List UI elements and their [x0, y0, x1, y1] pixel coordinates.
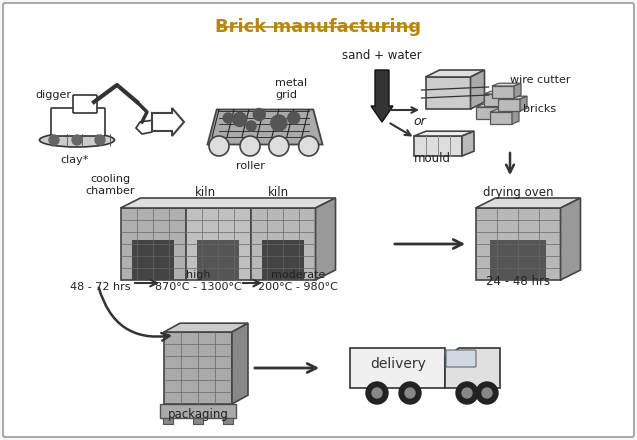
- Polygon shape: [136, 120, 154, 134]
- Bar: [120, 208, 185, 280]
- Text: drying oven: drying oven: [483, 186, 554, 199]
- Polygon shape: [475, 198, 580, 208]
- Ellipse shape: [39, 133, 115, 147]
- Text: kiln: kiln: [268, 186, 289, 199]
- Bar: [193, 418, 203, 424]
- Bar: [160, 404, 236, 418]
- Bar: [490, 240, 546, 280]
- Text: wire cutter: wire cutter: [510, 75, 571, 85]
- Circle shape: [462, 388, 472, 398]
- Circle shape: [95, 135, 105, 145]
- Circle shape: [223, 113, 233, 123]
- Bar: [185, 208, 250, 280]
- Text: delivery: delivery: [370, 357, 426, 371]
- Circle shape: [246, 121, 256, 131]
- Bar: [250, 208, 315, 280]
- Text: clay*: clay*: [60, 155, 89, 165]
- Text: moderate
200°C - 980°C: moderate 200°C - 980°C: [258, 271, 338, 292]
- Bar: [132, 240, 174, 280]
- Polygon shape: [484, 91, 513, 94]
- Text: digger: digger: [35, 90, 71, 100]
- Circle shape: [72, 135, 82, 145]
- Text: Brick manufacturing: Brick manufacturing: [215, 18, 421, 36]
- Bar: [262, 240, 304, 280]
- Circle shape: [240, 136, 260, 156]
- Polygon shape: [414, 131, 474, 136]
- Bar: [484, 94, 506, 106]
- FancyBboxPatch shape: [3, 3, 634, 437]
- Bar: [197, 240, 239, 280]
- Text: sand + water: sand + water: [342, 49, 422, 62]
- Polygon shape: [520, 96, 527, 111]
- Polygon shape: [498, 96, 527, 99]
- Circle shape: [372, 388, 382, 398]
- Text: packaging: packaging: [168, 408, 229, 421]
- Polygon shape: [164, 323, 248, 332]
- FancyBboxPatch shape: [51, 108, 105, 136]
- Circle shape: [476, 382, 498, 404]
- Text: cooling
chamber: cooling chamber: [85, 174, 135, 196]
- Text: 48 - 72 hrs: 48 - 72 hrs: [69, 282, 130, 292]
- FancyArrow shape: [152, 108, 184, 136]
- Text: roller: roller: [236, 161, 264, 171]
- Circle shape: [482, 388, 492, 398]
- Bar: [164, 332, 232, 404]
- Text: 24 - 48 hrs: 24 - 48 hrs: [486, 275, 550, 288]
- Circle shape: [399, 382, 421, 404]
- Bar: [426, 77, 471, 109]
- Circle shape: [209, 136, 229, 156]
- Polygon shape: [445, 348, 500, 388]
- Circle shape: [299, 136, 318, 156]
- Text: or: or: [413, 115, 426, 128]
- FancyBboxPatch shape: [350, 348, 445, 388]
- Polygon shape: [120, 198, 336, 208]
- Polygon shape: [561, 198, 580, 280]
- Polygon shape: [498, 104, 505, 119]
- Circle shape: [456, 382, 478, 404]
- Text: mould: mould: [413, 152, 450, 165]
- Text: high
870°C - 1300°C: high 870°C - 1300°C: [155, 271, 241, 292]
- Polygon shape: [462, 131, 474, 156]
- Circle shape: [405, 388, 415, 398]
- Bar: [490, 112, 512, 124]
- Polygon shape: [208, 110, 322, 144]
- Circle shape: [49, 135, 59, 145]
- FancyBboxPatch shape: [73, 95, 97, 113]
- Polygon shape: [315, 198, 336, 280]
- Text: bricks: bricks: [523, 104, 556, 114]
- Circle shape: [288, 112, 300, 124]
- FancyArrow shape: [371, 70, 393, 122]
- Polygon shape: [514, 83, 521, 98]
- Bar: [414, 136, 462, 156]
- Circle shape: [269, 136, 289, 156]
- Circle shape: [254, 109, 265, 121]
- Polygon shape: [492, 83, 521, 86]
- Text: kiln: kiln: [194, 186, 215, 199]
- Polygon shape: [232, 323, 248, 404]
- Bar: [163, 418, 173, 424]
- Polygon shape: [490, 109, 519, 112]
- Bar: [475, 208, 561, 280]
- Polygon shape: [426, 70, 485, 77]
- Bar: [492, 86, 514, 98]
- Bar: [498, 99, 520, 111]
- Text: metal
grid: metal grid: [275, 78, 307, 100]
- Circle shape: [233, 113, 247, 127]
- Polygon shape: [476, 104, 505, 107]
- Circle shape: [366, 382, 388, 404]
- Polygon shape: [506, 91, 513, 106]
- Bar: [476, 107, 498, 119]
- Polygon shape: [471, 70, 485, 109]
- Circle shape: [271, 115, 287, 131]
- Bar: [223, 418, 233, 424]
- FancyBboxPatch shape: [446, 350, 476, 367]
- Polygon shape: [512, 109, 519, 124]
